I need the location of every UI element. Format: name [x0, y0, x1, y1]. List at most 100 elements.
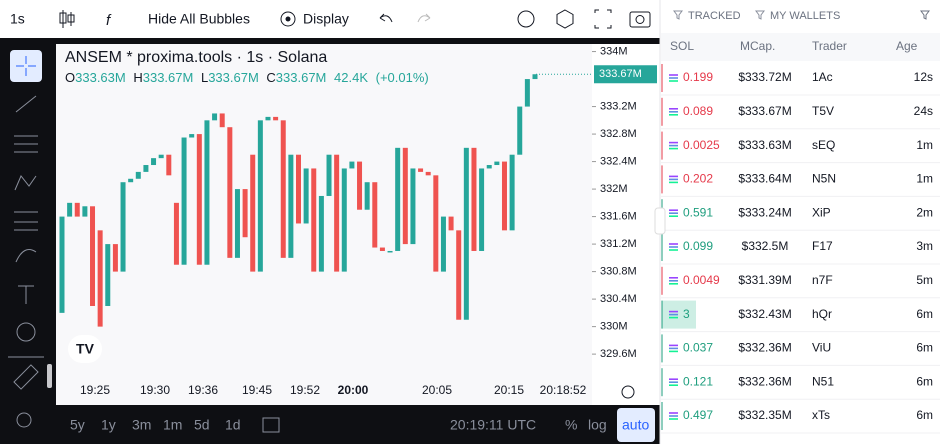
candle-body [349, 161, 355, 169]
trader[interactable]: n7F [812, 273, 833, 287]
l-label: L [201, 70, 208, 85]
log-toggle[interactable]: log [588, 417, 607, 433]
sol-amount: 3 [683, 307, 690, 321]
candle-body [509, 154, 515, 231]
mcap: $333.24M [738, 205, 791, 219]
crosshair-glyph [16, 56, 36, 76]
trader[interactable]: XiP [812, 205, 831, 219]
range-button[interactable]: 5d [194, 417, 210, 433]
mcap: $333.72M [738, 70, 791, 84]
candle-body [158, 154, 164, 159]
filter-icon [673, 10, 683, 20]
candle-body [135, 171, 141, 179]
calendar-icon [262, 417, 280, 433]
redo[interactable] [417, 13, 431, 23]
candle-body [257, 120, 263, 272]
trader[interactable]: N5N [812, 172, 836, 186]
candle-body [471, 147, 477, 251]
eye-pupil [285, 16, 291, 22]
sol-amount: 0.0049 [683, 273, 720, 287]
replay-icon[interactable] [517, 10, 535, 28]
row-marker [661, 233, 663, 261]
mcap: $332.36M [738, 341, 791, 355]
trader[interactable]: 1Ac [812, 70, 833, 84]
fx-icon[interactable]: f [106, 12, 112, 29]
trader[interactable]: xTs [812, 408, 830, 422]
candle-body [250, 154, 256, 272]
axis-settings[interactable] [621, 385, 635, 399]
o-label: O [65, 70, 75, 85]
candle-body [425, 171, 431, 176]
range-button[interactable]: 1m [163, 417, 182, 433]
row-marker [661, 97, 663, 126]
mcap: $332.35M [738, 408, 791, 422]
drawing-tools[interactable] [8, 95, 44, 428]
panel-tab[interactable]: MY WALLETS [770, 10, 840, 22]
mcap: $333.63M [738, 138, 791, 152]
mcap: $332.5M [742, 239, 789, 253]
trader[interactable]: F17 [812, 239, 833, 253]
settings-icon[interactable] [556, 9, 574, 29]
column-header: Age [896, 39, 918, 53]
age: 6m [916, 374, 933, 388]
h-value: 333.67M [143, 70, 194, 85]
candle-body [288, 154, 294, 258]
age: 24s [914, 104, 933, 118]
candle-body [341, 168, 347, 272]
candle-body [303, 168, 309, 224]
candle-body [532, 74, 538, 80]
candle-body [234, 189, 240, 258]
candle-body [410, 168, 416, 245]
age: 6m [916, 307, 933, 321]
y-tick-label: 329.6M [600, 348, 637, 360]
range-button[interactable]: 5y [70, 417, 85, 433]
last-price-label: 333.67M [599, 68, 642, 80]
range-button[interactable]: 1d [225, 417, 241, 433]
candle-body [433, 175, 439, 272]
candle-body [387, 250, 393, 253]
fullscreen-icon[interactable] [594, 9, 612, 29]
sol-amount: 0.089 [683, 104, 713, 118]
y-tick-label: 332.4M [600, 155, 637, 167]
undo[interactable] [379, 13, 393, 23]
filter-icon [755, 10, 765, 20]
x-tick-label: 19:25 [80, 383, 110, 397]
auto-bg [617, 408, 655, 442]
row-marker [661, 368, 663, 397]
auto-toggle[interactable]: auto [622, 417, 649, 433]
trader[interactable]: ViU [812, 341, 831, 355]
column-header: MCap. [740, 39, 775, 53]
candle-body [280, 120, 286, 258]
candle-body [440, 216, 446, 272]
interval[interactable]: 1s [10, 11, 25, 27]
y-tick-label: 332M [600, 183, 628, 195]
trader[interactable]: sEQ [812, 138, 835, 152]
last-price-box [594, 65, 657, 84]
trader[interactable]: N51 [812, 374, 834, 388]
candle-body [181, 137, 187, 265]
sol-amount: 0.121 [683, 374, 713, 388]
range-button[interactable]: 3m [132, 417, 151, 433]
candle-body [418, 168, 424, 172]
candle-body [479, 168, 485, 251]
trader[interactable]: hQr [812, 307, 832, 321]
crosshair-tool[interactable] [10, 50, 42, 82]
age: 6m [916, 408, 933, 422]
pct-toggle[interactable]: % [565, 417, 577, 433]
x-tick-label: 20:00 [338, 383, 369, 397]
age: 1m [916, 138, 933, 152]
screenshot-icon[interactable] [629, 11, 651, 28]
eye-icon[interactable] [280, 11, 296, 27]
candle-body [219, 113, 225, 128]
trader[interactable]: T5V [812, 104, 834, 118]
candle-body [67, 202, 73, 217]
candle-icon[interactable] [59, 10, 75, 28]
top-toolbar [0, 0, 660, 40]
hide-bubbles[interactable]: Hide All Bubbles [148, 11, 250, 27]
x-tick-label: 20:15 [494, 383, 524, 397]
sol-amount: 0.199 [683, 70, 713, 84]
range-button[interactable]: 1y [101, 417, 116, 433]
panel-tab[interactable]: TRACKED [688, 10, 741, 22]
display[interactable]: Display [303, 11, 349, 27]
lens [635, 15, 645, 24]
